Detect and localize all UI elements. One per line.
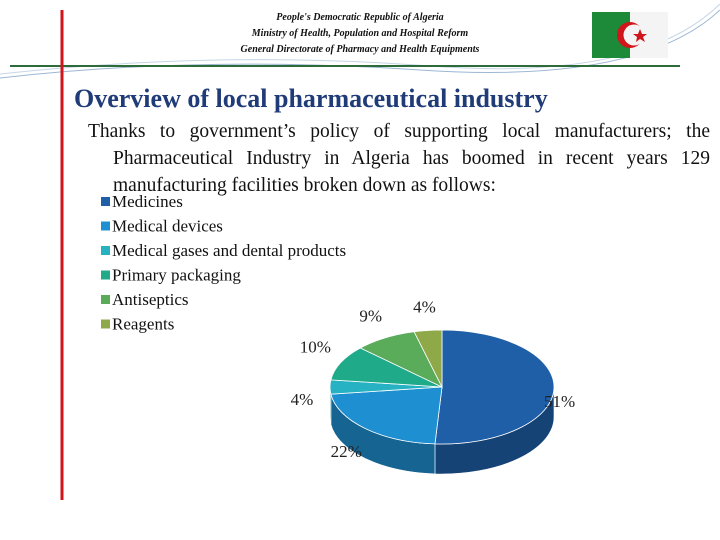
flag — [592, 12, 668, 58]
data-label: 10% — [300, 338, 331, 357]
slice — [330, 386, 443, 445]
data-label: 9% — [359, 307, 382, 326]
body-text: Thanks to government’s policy of support… — [88, 121, 710, 196]
slide-title: Overview of local pharmaceutical industr… — [74, 84, 548, 113]
legend-label: Medical gases and dental products — [112, 241, 346, 260]
slice — [434, 329, 555, 445]
legend-swatch — [101, 221, 110, 231]
flag-crescent-cut — [623, 24, 645, 46]
legend-swatch — [101, 246, 110, 255]
header-line: General Directorate of Pharmacy and Heal… — [240, 44, 480, 55]
legend-swatch — [101, 270, 110, 280]
legend-label: Antiseptics — [112, 290, 189, 309]
legend-swatch — [101, 295, 110, 304]
data-label: 51% — [544, 392, 575, 411]
legend-label: Primary packaging — [112, 266, 241, 285]
slice — [413, 329, 443, 388]
data-label: 22% — [331, 442, 362, 461]
header-line: People's Democratic Republic of Algeria — [276, 12, 444, 23]
header-line: Ministry of Health, Population and Hospi… — [251, 28, 469, 39]
flag-star — [633, 29, 647, 42]
legend-label: Reagents — [112, 315, 174, 334]
data-label: 4% — [291, 390, 314, 409]
legend-label: Medical devices — [112, 217, 223, 236]
legend-swatch — [101, 319, 110, 329]
data-label: 4% — [413, 297, 436, 316]
pie-chart: Medicines Medical devices Medical gases an… — [101, 192, 575, 475]
legend-swatch — [101, 197, 110, 206]
legend-label: Medicines — [112, 192, 183, 211]
